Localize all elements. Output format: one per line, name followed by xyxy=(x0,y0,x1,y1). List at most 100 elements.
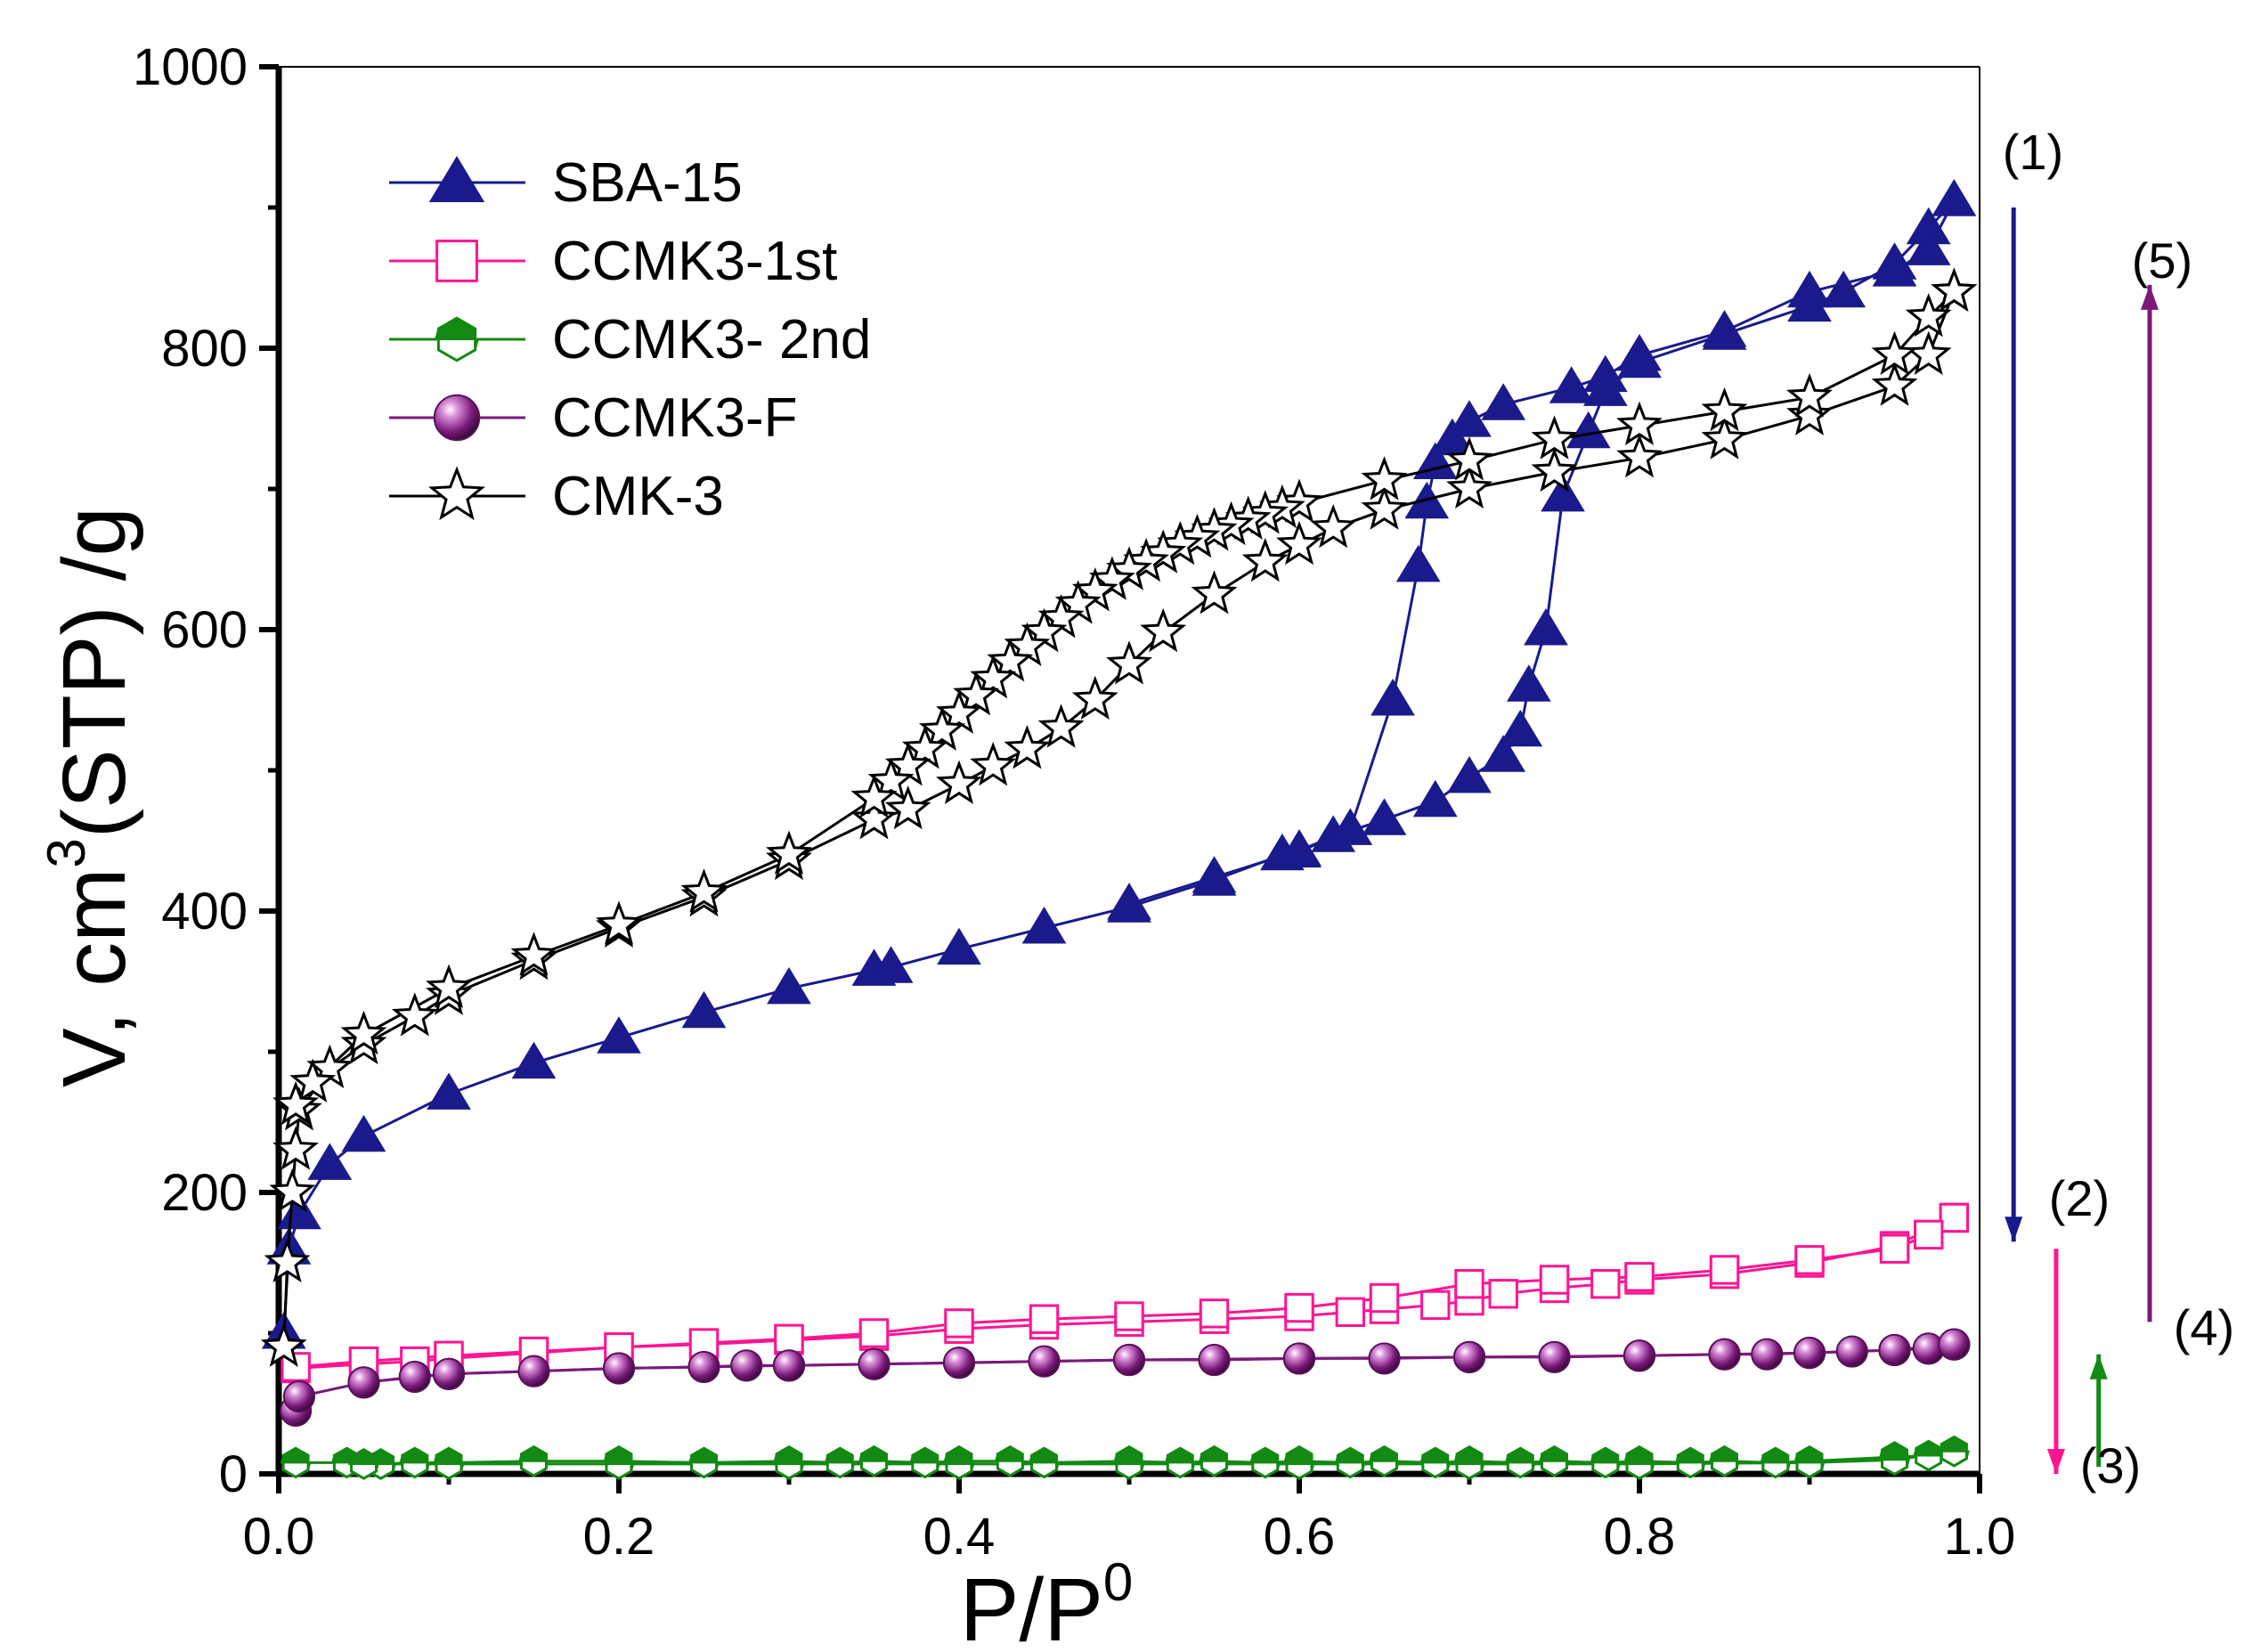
data-point xyxy=(1786,373,1833,418)
x-tick-label: 0.2 xyxy=(583,1508,655,1566)
data-point xyxy=(1938,1435,1970,1468)
data-point xyxy=(936,689,982,734)
annotation-layer: (1) (2) (3) (4) (5) xyxy=(2003,124,2234,1493)
data-point xyxy=(1760,1446,1792,1479)
data-point xyxy=(1368,1342,1401,1375)
x-tick-label: 0.8 xyxy=(1604,1508,1676,1566)
data-point xyxy=(1914,1219,1944,1250)
data-point xyxy=(858,1347,891,1380)
data-point xyxy=(1793,1446,1826,1479)
data-point-fill xyxy=(688,1447,720,1470)
data-point xyxy=(772,1349,806,1382)
data-point-fill xyxy=(1283,1448,1315,1472)
series-line-desorption xyxy=(295,1217,1956,1369)
data-point-fill xyxy=(1539,1445,1570,1469)
data-point xyxy=(603,1448,635,1480)
data-point xyxy=(681,990,727,1029)
data-point xyxy=(824,1446,856,1479)
data-point-fill xyxy=(518,1445,549,1469)
data-point xyxy=(1786,391,1833,435)
data-point xyxy=(264,1238,311,1283)
data-point xyxy=(1004,725,1051,769)
data-point-fill xyxy=(1249,1447,1281,1470)
data-point-fill xyxy=(603,1448,635,1472)
data-point xyxy=(1283,1448,1315,1480)
series-1 xyxy=(281,1202,1970,1384)
legend-marker-fill xyxy=(434,317,480,351)
data-point xyxy=(1328,808,1373,845)
data-point xyxy=(987,638,1034,682)
data-point xyxy=(1107,883,1151,920)
data-point xyxy=(1453,1448,1485,1480)
data-point-fill xyxy=(858,1445,890,1469)
legend-item: SBA-15 xyxy=(389,152,743,214)
data-point xyxy=(1446,436,1492,481)
data-point xyxy=(427,1072,471,1110)
legend-marker xyxy=(435,240,478,282)
data-point xyxy=(1249,1446,1281,1479)
data-point xyxy=(1582,354,1628,393)
data-point xyxy=(1114,1301,1144,1331)
legend-label: CCMK3- 2nd xyxy=(552,309,871,370)
data-point xyxy=(282,1380,316,1413)
data-point xyxy=(432,1357,466,1390)
data-point xyxy=(1199,1298,1230,1329)
data-point xyxy=(596,900,642,945)
legend-item: CCMK3-1st xyxy=(389,231,837,292)
data-point xyxy=(1931,267,1978,312)
x-tick-label: 0.0 xyxy=(243,1508,315,1566)
data-point xyxy=(1524,608,1568,646)
data-point xyxy=(730,1349,763,1382)
arrow-3-head xyxy=(2089,1354,2108,1379)
arrow-2 xyxy=(2046,1249,2065,1474)
data-point xyxy=(433,1448,465,1480)
data-point-fill xyxy=(1369,1445,1400,1469)
data-point xyxy=(1412,779,1458,818)
data-point-fill xyxy=(943,1448,975,1472)
data-point xyxy=(868,946,914,983)
data-point xyxy=(1199,1444,1230,1477)
data-point-fill xyxy=(994,1445,1026,1469)
data-point xyxy=(1361,485,1408,530)
data-point xyxy=(1277,829,1322,867)
data-point xyxy=(399,1446,431,1479)
x-tick-label: 0.6 xyxy=(1264,1508,1336,1566)
data-point xyxy=(970,741,1017,786)
data-point xyxy=(1531,415,1578,460)
data-point xyxy=(1751,1338,1784,1371)
legend: SBA-15 CCMK3-1st CCMK3- 2nd CCMK3-F CMK-3 xyxy=(389,152,871,527)
data-point xyxy=(348,1448,379,1480)
data-point xyxy=(517,1355,550,1388)
data-point xyxy=(597,1016,641,1054)
legend-item: CCMK3- 2nd xyxy=(389,309,871,370)
data-point xyxy=(1361,456,1408,500)
data-point xyxy=(1488,1279,1518,1309)
data-point xyxy=(1370,679,1415,716)
data-point xyxy=(1939,1202,1970,1233)
data-point-fill xyxy=(1674,1447,1706,1470)
data-point xyxy=(1566,411,1611,449)
arrow-4-head xyxy=(2141,284,2159,310)
data-point xyxy=(1794,1245,1825,1275)
data-point xyxy=(680,868,728,913)
data-point xyxy=(1913,1439,1945,1472)
data-point xyxy=(766,830,812,875)
data-point xyxy=(1446,464,1492,509)
data-point xyxy=(1835,1335,1868,1368)
data-point xyxy=(1821,270,1867,308)
x-axis: 0.0 0.2 0.4 0.6 0.8 1.0 xyxy=(243,1474,2015,1566)
data-point xyxy=(1539,1444,1570,1477)
data-point-fill xyxy=(1623,1448,1655,1472)
data-point xyxy=(341,1114,386,1152)
data-point-fill xyxy=(1029,1447,1060,1470)
data-point-fill xyxy=(348,1448,379,1472)
data-point xyxy=(767,966,811,1005)
data-point xyxy=(398,1360,431,1394)
data-point xyxy=(850,774,898,818)
data-point xyxy=(867,757,915,802)
data-point xyxy=(1498,709,1543,747)
data-point xyxy=(1071,675,1118,720)
data-point-fill xyxy=(909,1447,941,1470)
data-point-fill xyxy=(1453,1448,1485,1472)
data-point xyxy=(1709,1444,1740,1477)
